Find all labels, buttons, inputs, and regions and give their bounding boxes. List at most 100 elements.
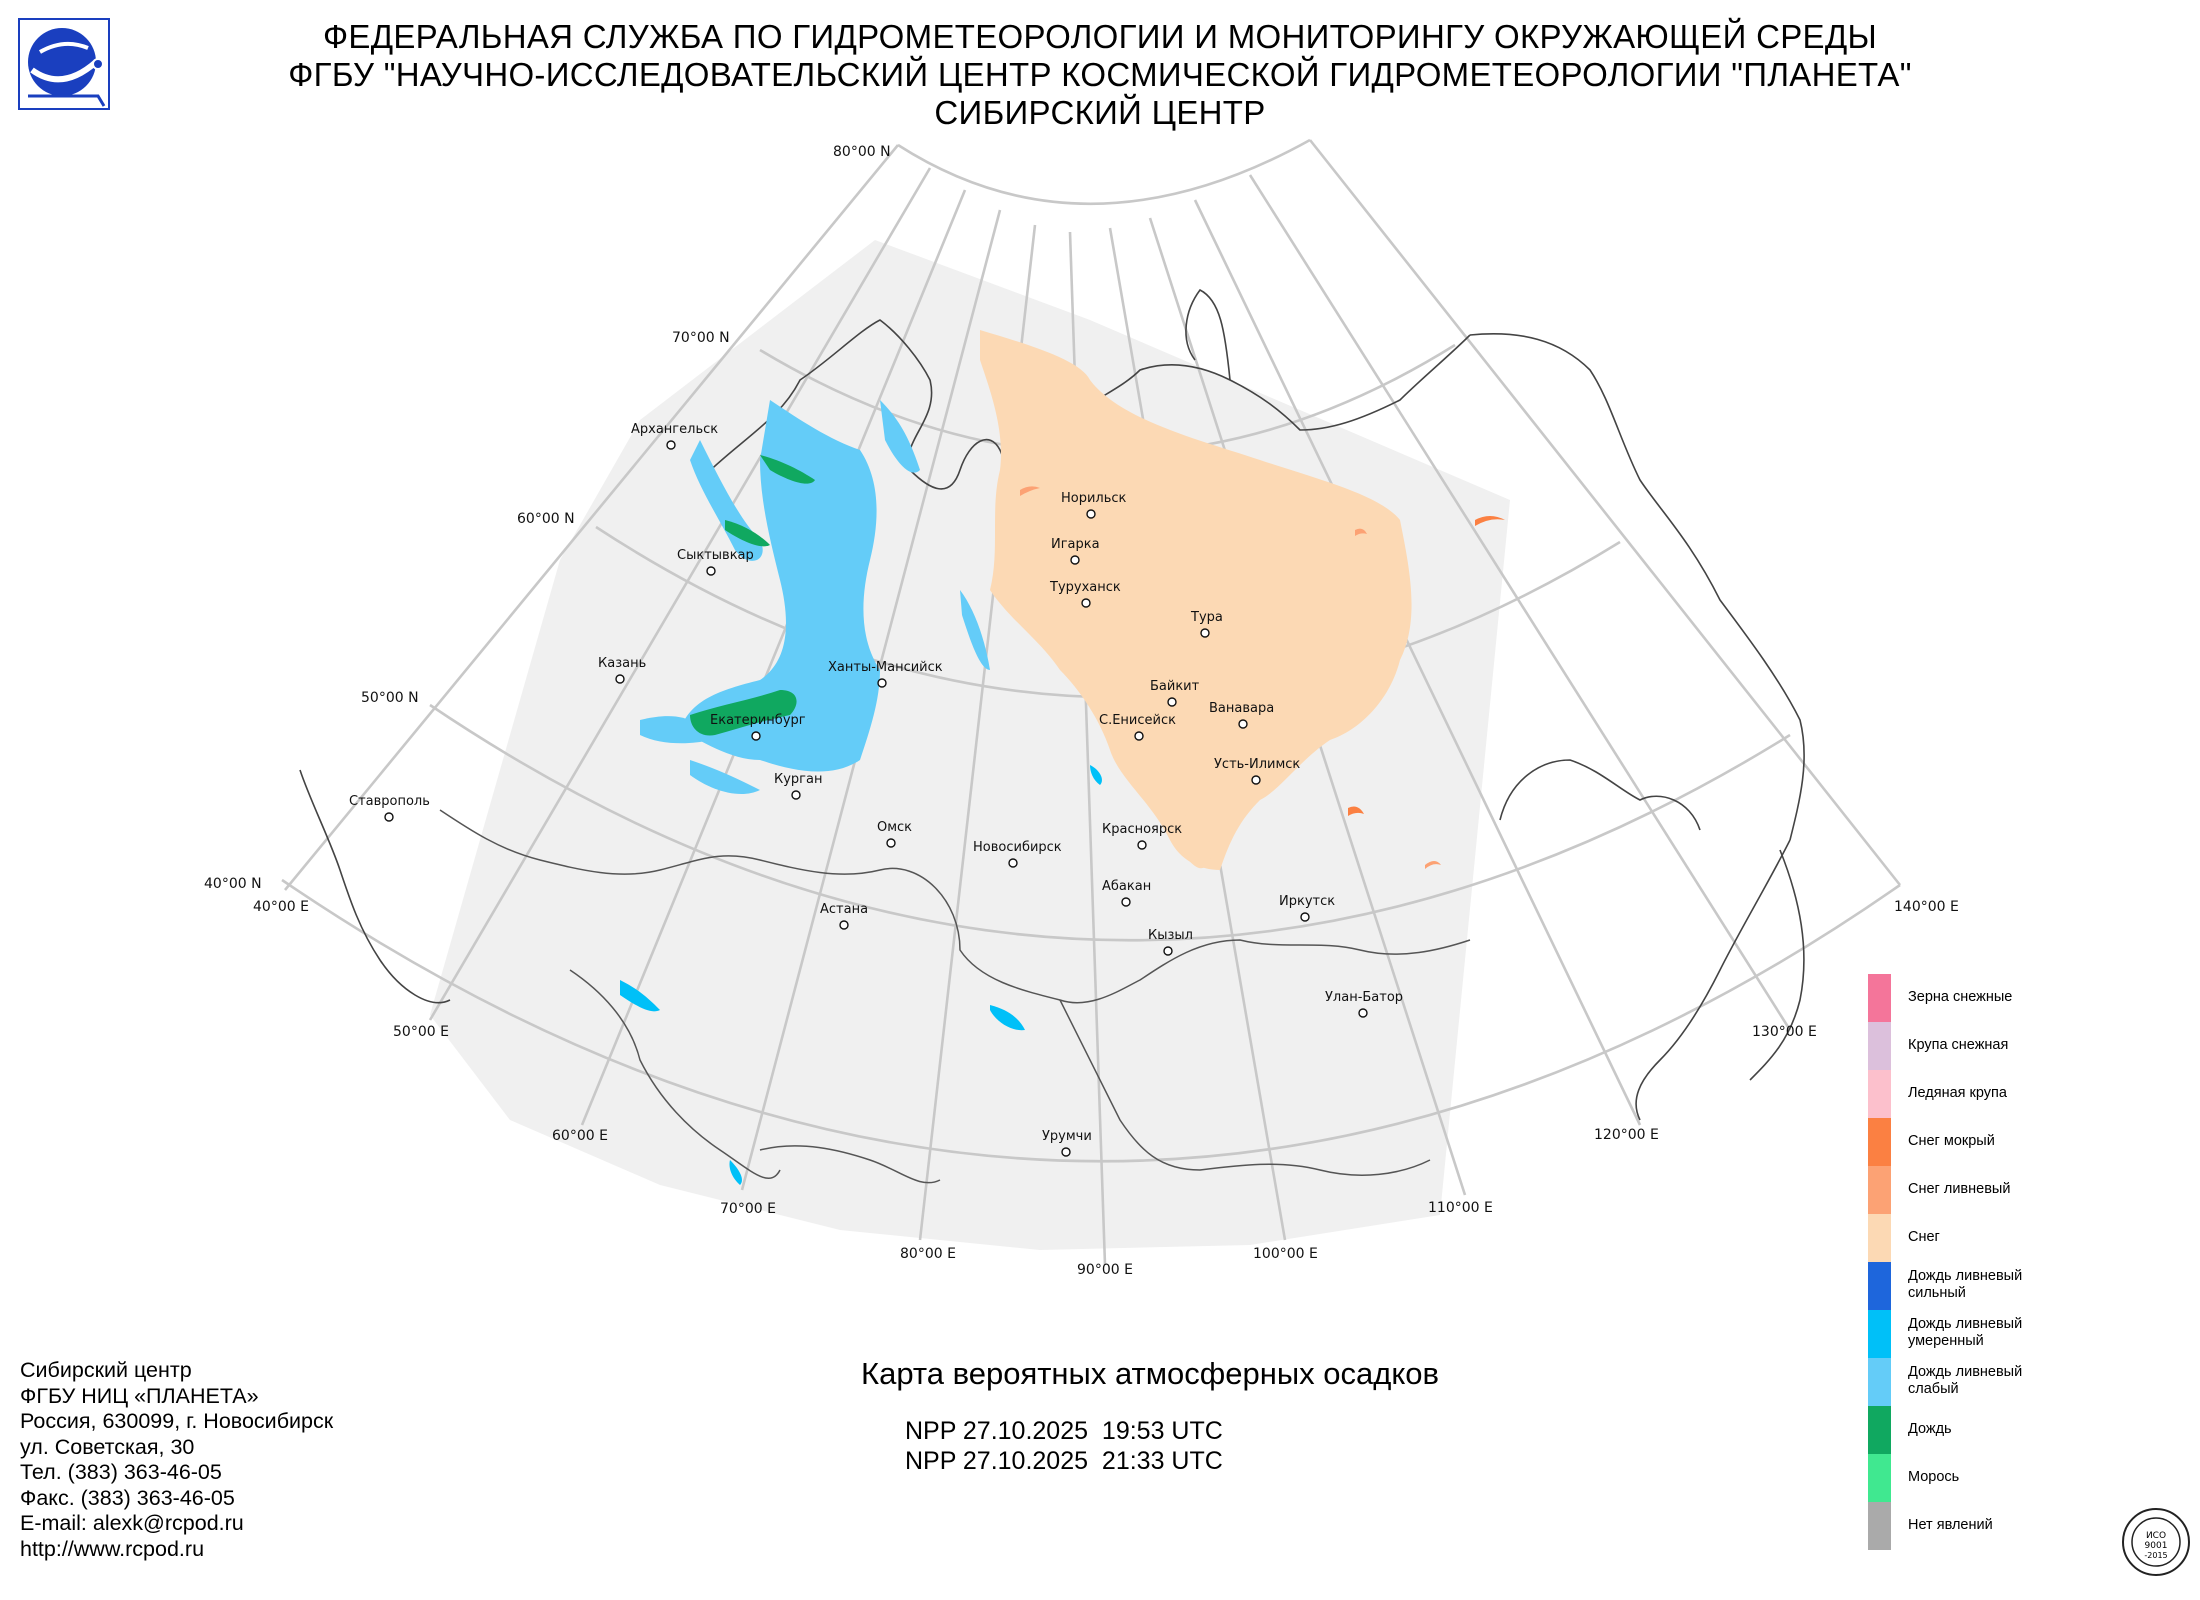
city-label: Байкит	[1150, 679, 1200, 694]
legend-label: Морось	[1908, 1469, 1960, 1485]
meridian-130	[1248, 174, 1792, 1031]
city-label: Омск	[877, 820, 912, 835]
precipitation-rain	[690, 455, 815, 736]
city-marker	[886, 838, 896, 848]
svg-text:-2015: -2015	[2144, 1551, 2167, 1560]
legend-label: Нет явлений	[1908, 1517, 1993, 1533]
contact-line: Тел. (383) 363-46-05	[20, 1460, 222, 1484]
meridian-120	[1193, 199, 1642, 1126]
contact-website-link[interactable]: http://www.rcpod.ru	[20, 1536, 205, 1561]
city-label: Урумчи	[1042, 1129, 1092, 1144]
legend-item: Зерна снежные	[1868, 974, 2188, 1023]
longitude-label: 80°00 E	[900, 1246, 956, 1262]
iso-certificate-icon: ИСО 9001 -2015	[2122, 1508, 2190, 1576]
legend-label: Ледяная крупа	[1908, 1085, 2007, 1101]
contact-line: Россия, 630099, г. Новосибирск	[20, 1409, 334, 1433]
city-label: Екатеринбург	[710, 713, 806, 728]
contact-line: Сибирский центр	[20, 1358, 192, 1382]
city-label: Астана	[820, 902, 868, 917]
city-marker	[1300, 912, 1310, 922]
legend-item: Снег	[1868, 1214, 2188, 1263]
legend-swatch	[1868, 974, 1891, 1023]
city-label: Кызыл	[1148, 928, 1193, 943]
graticule	[281, 138, 1902, 1266]
city-marker	[1200, 628, 1210, 638]
city-marker	[1081, 598, 1091, 608]
latitude-label: 40°00 N	[204, 876, 262, 892]
city-label: Казань	[598, 656, 646, 671]
city-label: С.Енисейск	[1099, 713, 1176, 728]
legend-label: Зерна снежные	[1908, 989, 2013, 1005]
city-marker	[791, 790, 801, 800]
latitude-labels: 80°00 N 70°00 N 60°00 N 50°00 N 40°00 N	[204, 144, 891, 892]
legend-swatch	[1868, 1358, 1891, 1407]
city-marker	[615, 674, 625, 684]
legend-label: Снег мокрый	[1908, 1133, 1995, 1149]
city-marker	[706, 566, 716, 576]
header: ФЕДЕРАЛЬНАЯ СЛУЖБА ПО ГИДРОМЕТЕОРОЛОГИИ …	[120, 18, 2080, 132]
legend-swatch	[1868, 1070, 1891, 1119]
longitude-label: 60°00 E	[552, 1128, 608, 1144]
legend-swatch	[1868, 1262, 1891, 1311]
legend-item: Дождь	[1868, 1406, 2188, 1455]
city-label: Архангельск	[631, 422, 718, 437]
longitude-label: 70°00 E	[720, 1201, 776, 1217]
longitude-label: 90°00 E	[1077, 1262, 1133, 1278]
city-marker	[1358, 1008, 1368, 1018]
longitude-label: 140°00 E	[1894, 899, 1959, 915]
legend-label: Снег ливневый	[1908, 1181, 2011, 1197]
svg-text:ИСО: ИСО	[2146, 1531, 2166, 1541]
city-marker	[1134, 731, 1144, 741]
satellite-passes: NPP 27.10.2025 19:53 UTC NPP 27.10.2025 2…	[905, 1416, 1223, 1476]
longitude-label: 120°00 E	[1594, 1127, 1659, 1143]
meridian-50	[428, 167, 932, 1021]
legend-item: Снег мокрый	[1868, 1118, 2188, 1167]
contact-line: Факс. (383) 363-46-05	[20, 1485, 235, 1510]
city-marker	[1238, 719, 1248, 729]
contact-block: Сибирский центр ФГБУ НИЦ «ПЛАНЕТА» Росси…	[20, 1358, 333, 1562]
city-label: Усть-Илимск	[1214, 757, 1300, 772]
meridian-60	[580, 189, 967, 1126]
contact-email-link[interactable]: E-mail: alexk@rcpod.ru	[20, 1511, 244, 1535]
city-label: Красноярск	[1102, 822, 1182, 837]
city-marker	[1008, 858, 1018, 868]
city-label: Игарка	[1051, 537, 1100, 552]
contact-line: ул. Советская, 30	[20, 1434, 195, 1459]
legend-swatch	[1868, 1022, 1891, 1071]
city-marker	[877, 678, 887, 688]
map-title: Карта вероятных атмосферных осадков	[861, 1356, 1439, 1391]
legend-swatch	[1868, 1214, 1891, 1263]
parallel-80	[897, 138, 1311, 206]
city-label: Новосибирск	[973, 840, 1062, 855]
city-marker	[1086, 509, 1096, 519]
legend-label: Крупа снежная	[1908, 1037, 2009, 1053]
latitude-label: 60°00 N	[517, 511, 575, 527]
meridian-140	[1308, 139, 1902, 886]
city-marker	[1121, 897, 1131, 907]
longitude-label: 100°00 E	[1253, 1246, 1318, 1262]
precipitation-snow	[980, 330, 1412, 870]
legend-item: Дождь ливневый умеренный	[1868, 1310, 2188, 1359]
legend-item: Морось	[1868, 1454, 2188, 1503]
latitude-label: 80°00 N	[833, 144, 891, 160]
longitude-label: 130°00 E	[1752, 1024, 1817, 1040]
legend-item: Дождь ливневый сильный	[1868, 1262, 2188, 1311]
city-marker	[1251, 775, 1261, 785]
longitude-label: 40°00 E	[253, 899, 309, 915]
city-label: Иркутск	[1279, 894, 1335, 909]
city-markers: Архангельск Сыктывкар Казань Ставрополь Екат…	[349, 422, 1403, 1157]
city-marker	[384, 812, 394, 822]
legend-label: Дождь ливневый сильный	[1908, 1268, 2023, 1301]
legend-label: Дождь	[1908, 1421, 1952, 1437]
planeta-logo-icon	[18, 18, 110, 110]
legend-item: Ледяная крупа	[1868, 1070, 2188, 1119]
latitude-label: 50°00 N	[361, 690, 419, 706]
longitude-label: 110°00 E	[1428, 1200, 1493, 1216]
legend-item: Дождь ливневый слабый	[1868, 1358, 2188, 1407]
city-marker	[839, 920, 849, 930]
city-marker	[1167, 697, 1177, 707]
city-label: Улан-Батор	[1325, 990, 1403, 1005]
header-line-3: СИБИРСКИЙ ЦЕНТР	[934, 94, 1266, 131]
legend-swatch	[1868, 1502, 1891, 1551]
city-label: Туруханск	[1049, 580, 1121, 595]
